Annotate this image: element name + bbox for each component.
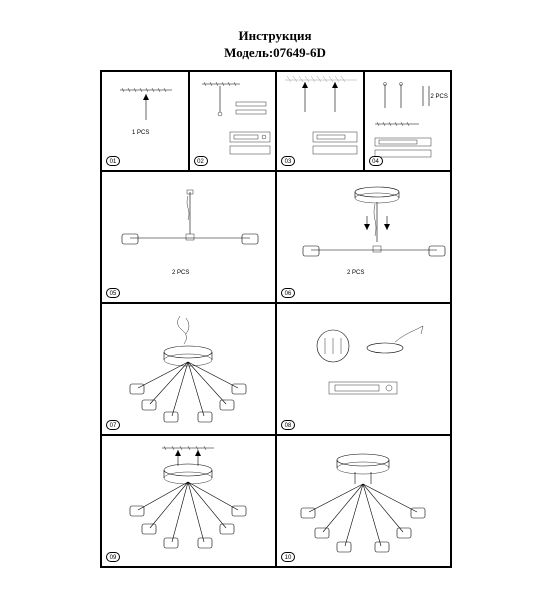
pcs-label: 2 PCS <box>431 94 448 100</box>
step-number: 06 <box>281 288 295 298</box>
pcs-label: 2 PCS <box>347 270 364 276</box>
diagram-09 <box>102 436 278 568</box>
row-4: 09 10 <box>101 435 451 567</box>
diagram-06 <box>277 172 453 304</box>
pcs-label: 1 PCS <box>132 130 149 136</box>
step-03: 03 <box>276 71 364 171</box>
step-number: 09 <box>106 552 120 562</box>
step-number: 02 <box>194 156 208 166</box>
step-10: 10 <box>276 435 451 567</box>
step-number: 08 <box>281 420 295 430</box>
step-01: 1 PCS 01 <box>101 71 189 171</box>
step-08: 08 <box>276 303 451 435</box>
row-2: 2 PCS 05 2 PCS 06 <box>101 171 451 303</box>
diagram-10 <box>277 436 453 568</box>
step-number: 05 <box>106 288 120 298</box>
step-number: 10 <box>281 552 295 562</box>
step-04: 2 PCS 04 <box>364 71 452 171</box>
step-07: 07 <box>101 303 276 435</box>
row-3: 07 08 <box>101 303 451 435</box>
pcs-label: 2 PCS <box>172 270 189 276</box>
instruction-sheet: 1 PCS 01 02 <box>100 70 452 568</box>
step-number: 01 <box>106 156 120 166</box>
step-09: 09 <box>101 435 276 567</box>
step-02: 02 <box>189 71 277 171</box>
row-1: 1 PCS 01 02 <box>101 71 451 171</box>
header: Инструкция Модель:07649-6D <box>0 0 550 70</box>
diagram-08 <box>277 304 453 436</box>
step-05: 2 PCS 05 <box>101 171 276 303</box>
step-number: 07 <box>106 420 120 430</box>
diagram-05 <box>102 172 278 304</box>
title: Инструкция <box>0 28 550 45</box>
step-number: 04 <box>369 156 383 166</box>
step-number: 03 <box>281 156 295 166</box>
step-06: 2 PCS 06 <box>276 171 451 303</box>
diagram-07 <box>102 304 278 436</box>
model-label: Модель:07649-6D <box>0 45 550 62</box>
